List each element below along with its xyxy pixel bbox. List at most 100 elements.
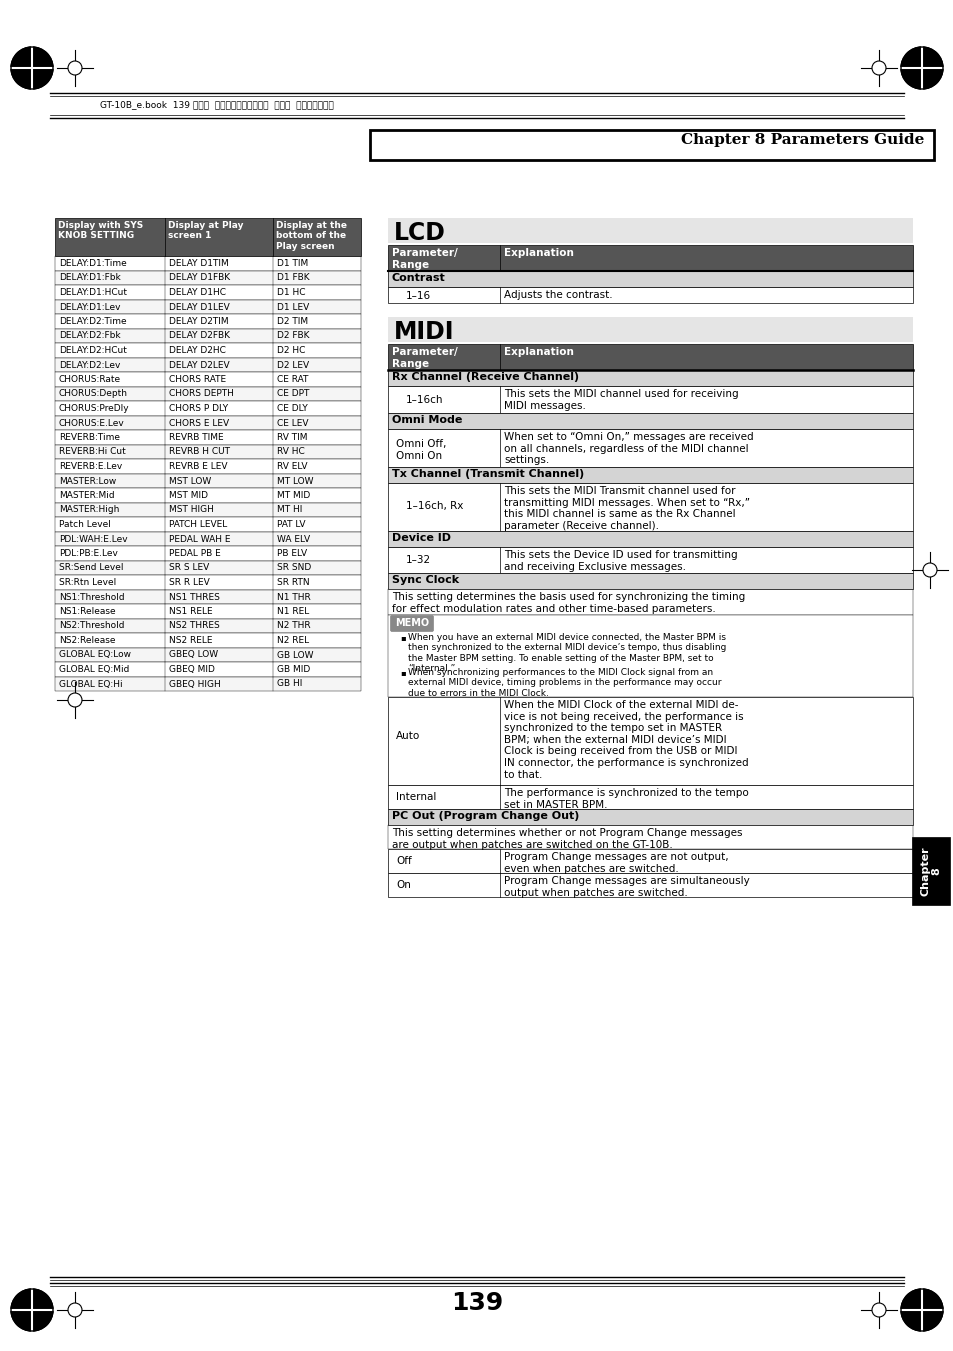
Text: When set to “Omni On,” messages are received
on all channels, regardless of the : When set to “Omni On,” messages are rece… <box>503 432 753 465</box>
Text: Sync Clock: Sync Clock <box>392 576 458 585</box>
Text: DELAY:D2:Fbk: DELAY:D2:Fbk <box>59 331 120 340</box>
Bar <box>55 444 360 459</box>
Bar <box>388 873 912 897</box>
Text: RV TIM: RV TIM <box>276 434 307 442</box>
Text: MASTER:High: MASTER:High <box>59 505 119 515</box>
Bar <box>388 615 912 697</box>
Text: PDL:PB:E.Lev: PDL:PB:E.Lev <box>59 549 118 558</box>
Text: This sets the MIDI Transmit channel used for
transmitting MIDI messages. When se: This sets the MIDI Transmit channel used… <box>503 486 749 531</box>
Text: NS2:Release: NS2:Release <box>59 636 115 644</box>
Bar <box>55 218 360 255</box>
Text: MT LOW: MT LOW <box>276 477 314 485</box>
Bar <box>388 697 912 785</box>
Text: 1–16ch: 1–16ch <box>406 394 443 405</box>
Bar <box>388 573 912 589</box>
Bar <box>55 416 360 430</box>
Text: N2 THR: N2 THR <box>276 621 311 631</box>
Text: Display at the
bottom of the
Play screen: Display at the bottom of the Play screen <box>275 222 347 251</box>
Text: REVRB TIME: REVRB TIME <box>169 434 223 442</box>
Text: PDL:WAH:E.Lev: PDL:WAH:E.Lev <box>59 535 128 543</box>
Text: This setting determines whether or not Program Change messages
are output when p: This setting determines whether or not P… <box>392 828 741 850</box>
Text: MST HIGH: MST HIGH <box>169 505 213 515</box>
Text: 139: 139 <box>451 1292 502 1315</box>
Text: 1–16ch, Rx: 1–16ch, Rx <box>406 501 463 511</box>
Text: DELAY D1TIM: DELAY D1TIM <box>169 259 229 267</box>
Circle shape <box>68 693 82 707</box>
Bar <box>388 317 912 342</box>
Text: D2 HC: D2 HC <box>276 346 305 355</box>
Text: This sets the MIDI channel used for receiving
MIDI messages.: This sets the MIDI channel used for rece… <box>503 389 738 411</box>
Text: D2 FBK: D2 FBK <box>276 331 309 340</box>
Text: 1–32: 1–32 <box>406 555 431 565</box>
Text: DELAY:D1:Lev: DELAY:D1:Lev <box>59 303 120 312</box>
Text: MST LOW: MST LOW <box>169 477 211 485</box>
Text: GB MID: GB MID <box>276 665 310 674</box>
Circle shape <box>923 563 936 577</box>
Bar <box>388 825 912 848</box>
Text: Patch Level: Patch Level <box>59 520 111 530</box>
Text: CE RAT: CE RAT <box>276 376 308 384</box>
Bar <box>55 313 360 328</box>
Text: N1 REL: N1 REL <box>276 607 309 616</box>
Text: D1 TIM: D1 TIM <box>276 259 308 267</box>
Bar <box>55 677 360 690</box>
Text: DELAY D2TIM: DELAY D2TIM <box>169 317 229 326</box>
Text: SR RTN: SR RTN <box>276 578 310 586</box>
Text: NS1:Release: NS1:Release <box>59 607 115 616</box>
Bar <box>55 647 360 662</box>
Text: When you have an external MIDI device connected, the Master BPM is
then synchron: When you have an external MIDI device co… <box>408 634 725 673</box>
Text: PC Out (Program Change Out): PC Out (Program Change Out) <box>392 811 578 821</box>
Text: DELAY D2HC: DELAY D2HC <box>169 346 226 355</box>
Text: DELAY D1LEV: DELAY D1LEV <box>169 303 230 312</box>
Text: Chapter 8 Parameters Guide: Chapter 8 Parameters Guide <box>679 132 923 147</box>
Text: PATCH LEVEL: PATCH LEVEL <box>169 520 227 530</box>
Text: REVERB:Time: REVERB:Time <box>59 434 120 442</box>
Text: Off: Off <box>395 857 412 866</box>
Circle shape <box>900 47 942 89</box>
Text: GB LOW: GB LOW <box>276 650 314 659</box>
Text: MASTER:Mid: MASTER:Mid <box>59 490 114 500</box>
Text: Contrast: Contrast <box>392 273 445 282</box>
Circle shape <box>900 1289 942 1331</box>
Bar <box>388 809 912 825</box>
Text: GLOBAL EQ:Mid: GLOBAL EQ:Mid <box>59 665 130 674</box>
Bar <box>388 286 912 303</box>
Circle shape <box>871 61 885 76</box>
Text: ▪: ▪ <box>399 634 405 642</box>
Text: Adjusts the contrast.: Adjusts the contrast. <box>503 290 612 300</box>
Text: Parameter/
Range: Parameter/ Range <box>392 249 457 270</box>
Text: CHORS DEPTH: CHORS DEPTH <box>169 389 233 399</box>
Bar <box>55 255 360 270</box>
Text: Omni Off,
Omni On: Omni Off, Omni On <box>395 439 446 461</box>
Bar <box>388 785 912 809</box>
Bar <box>55 503 360 517</box>
Text: DELAY:D1:HCut: DELAY:D1:HCut <box>59 288 127 297</box>
Bar <box>55 531 360 546</box>
Bar <box>55 430 360 444</box>
Text: Device ID: Device ID <box>392 534 451 543</box>
Bar <box>388 370 912 386</box>
Text: NS2:Threshold: NS2:Threshold <box>59 621 125 631</box>
Text: CE DLY: CE DLY <box>276 404 308 413</box>
Text: DELAY:D1:Time: DELAY:D1:Time <box>59 259 127 267</box>
Bar <box>55 372 360 386</box>
Text: NS1:Threshold: NS1:Threshold <box>59 593 125 601</box>
Text: When synchronizing performances to the MIDI Clock signal from an
external MIDI d: When synchronizing performances to the M… <box>408 667 720 698</box>
Text: CE LEV: CE LEV <box>276 419 308 427</box>
Text: SR SND: SR SND <box>276 563 311 573</box>
Text: D2 TIM: D2 TIM <box>276 317 308 326</box>
Text: REVERB:Hi Cut: REVERB:Hi Cut <box>59 447 126 457</box>
Text: Explanation: Explanation <box>503 249 574 258</box>
Text: SR S LEV: SR S LEV <box>169 563 209 573</box>
Text: CE DPT: CE DPT <box>276 389 309 399</box>
Text: MEMO: MEMO <box>395 617 429 628</box>
Bar <box>55 589 360 604</box>
Bar <box>388 245 912 272</box>
Text: DELAY:D2:Time: DELAY:D2:Time <box>59 317 127 326</box>
Text: CHORS E LEV: CHORS E LEV <box>169 419 229 427</box>
Bar <box>388 848 912 873</box>
Text: RV HC: RV HC <box>276 447 304 457</box>
Text: LCD: LCD <box>394 222 445 245</box>
Bar <box>388 547 912 573</box>
Text: PAT LV: PAT LV <box>276 520 305 530</box>
